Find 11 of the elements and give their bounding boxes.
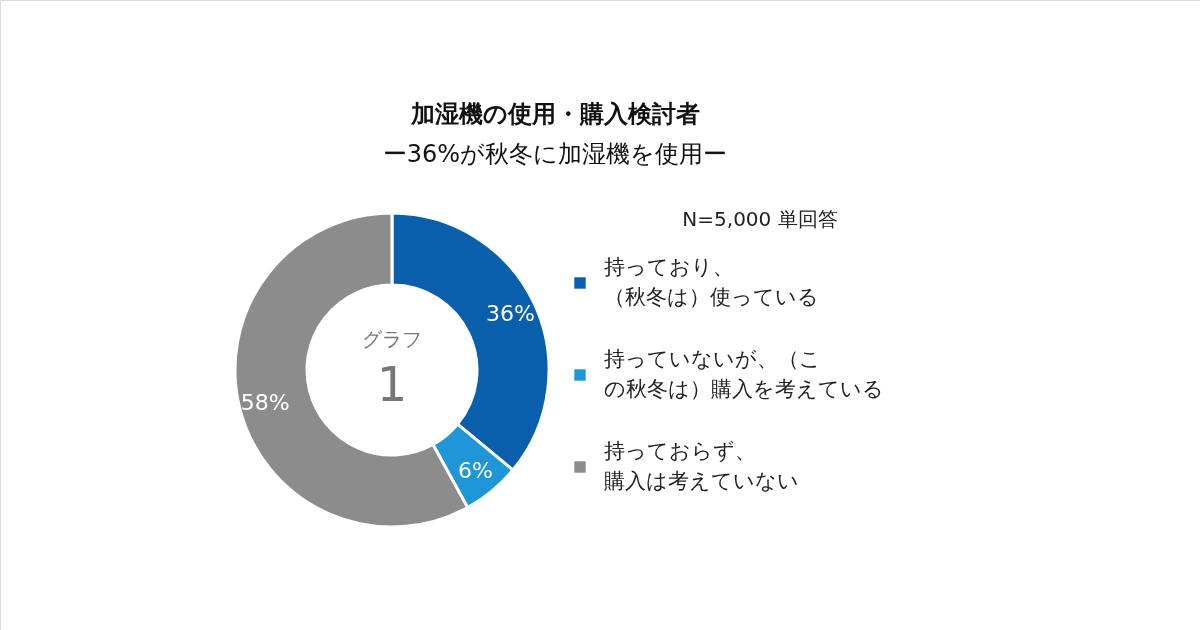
- legend-label: 持っておらず、購入は考えていない: [604, 439, 799, 493]
- data-label: 36%: [486, 301, 535, 327]
- text: グラフ: [362, 327, 422, 351]
- text: N=5,000 単回答: [682, 207, 838, 231]
- text: 1: [376, 356, 408, 412]
- data-label: 58%: [240, 389, 290, 415]
- chart-title: 加湿機の使用・購入検討者: [409, 100, 700, 128]
- chart-subtitle: ー36%が秋冬に加湿機を使用ー: [382, 140, 728, 168]
- legend-label: 持っており、（秋冬は）使っている: [604, 255, 819, 309]
- data-label: 6%: [458, 457, 493, 483]
- legend-label: 持っていないが、（この秋冬は）購入を考えている: [604, 347, 884, 401]
